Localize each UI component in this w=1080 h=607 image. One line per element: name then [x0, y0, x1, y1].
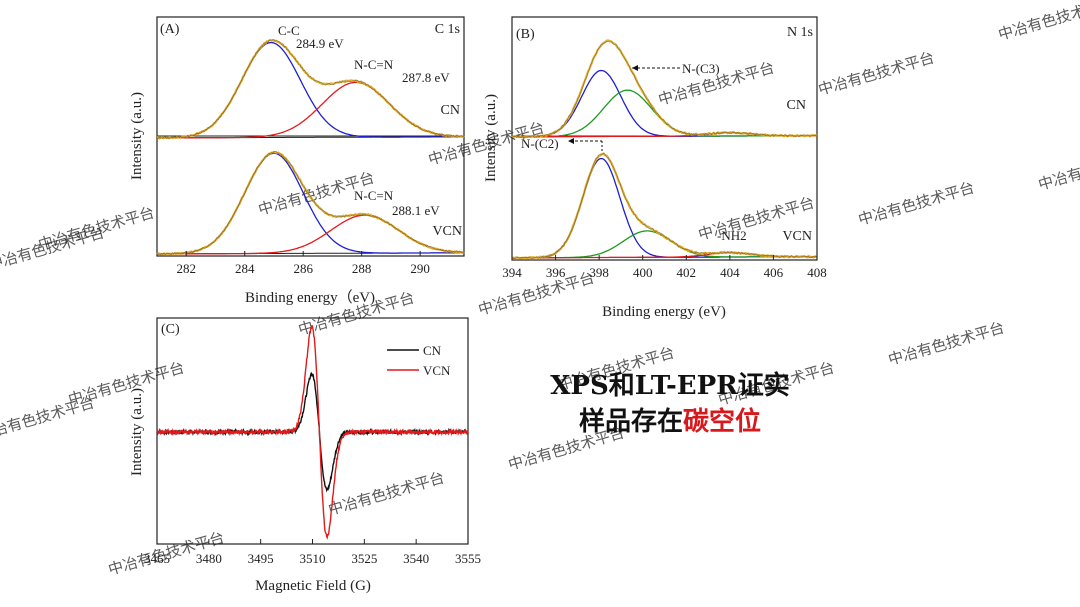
- watermark-text: 中冶有色技术平台: [816, 48, 936, 98]
- chart-b-vcn-series-label: VCN: [782, 229, 812, 244]
- chart-b-xtick-label-5: 404: [720, 265, 740, 280]
- chart-b-xtick-label-4: 402: [677, 265, 697, 280]
- chart-a-cn-peak1-energy: 284.9 eV: [296, 36, 344, 51]
- chart-a-ticks: 282 284 286 288 290: [176, 251, 430, 276]
- chart-a-xtick-label-3: 288: [352, 261, 372, 276]
- caption-highlight: 碳空位: [683, 407, 762, 437]
- chart-c-xtick-label-6: 3555: [455, 551, 481, 566]
- chart-a-cn-raw-data: [156, 39, 465, 140]
- legend-vcn-label: VCN: [423, 363, 451, 378]
- chart-b-xlabel: Binding energy (eV): [602, 304, 726, 320]
- chart-a-cn-series-label: CN: [441, 103, 460, 118]
- chart-c-xtick-label-3: 3510: [300, 551, 326, 566]
- chart-b-nc2-arrowhead: [568, 138, 574, 144]
- chart-a-cn-peak2-energy: 287.8 eV: [402, 70, 450, 85]
- chart-b-nc3-arrowhead: [632, 65, 638, 71]
- chart-c-legend: CN VCN: [387, 343, 451, 378]
- chart-a-corner-label: C 1s: [435, 22, 460, 37]
- conclusion-caption: XPS和LT-EPR证实 样品存在碳空位: [520, 368, 820, 440]
- chart-a-label: (A): [160, 22, 180, 37]
- watermark-text: 中冶有色技术平台: [0, 393, 96, 443]
- watermark-text: 中冶有色技术平台: [856, 178, 976, 228]
- chart-b-cn-raw-data: [511, 40, 818, 139]
- chart-a-c1s: (A) C 1s Binding energy（eV) Intensity (a…: [129, 16, 465, 306]
- chart-a-vcn-series-label: VCN: [432, 224, 462, 239]
- chart-c-xtick-label-4: 3525: [351, 551, 377, 566]
- chart-a-vcn-peak2-label: N-C=N: [354, 188, 394, 203]
- chart-b-vcn-raw-data: [511, 153, 818, 259]
- chart-c-ticks: 3465 3480 3495 3510 3525 3540 3555: [144, 539, 481, 566]
- chart-a-vcn-raw-data: [156, 151, 465, 256]
- chart-a-cn-envelope: [156, 38, 465, 140]
- chart-c-ylabel: Intensity (a.u.): [129, 388, 145, 476]
- chart-a-cn-peak-2-curve: [157, 81, 464, 139]
- chart-b-cn-envelope: [511, 39, 818, 139]
- chart-b-xtick-label-2: 398: [589, 265, 609, 280]
- legend-cn-label: CN: [423, 343, 442, 358]
- chart-c-xtick-label-1: 3480: [196, 551, 222, 566]
- chart-c-label: (C): [161, 322, 180, 337]
- chart-c-xtick-label-5: 3540: [403, 551, 429, 566]
- chart-b-nc3-label: N-(C3): [682, 61, 720, 76]
- chart-b-xtick-label-0: 394: [502, 265, 522, 280]
- chart-c-xtick-label-2: 3495: [248, 551, 274, 566]
- watermark-text: 中冶有色技术平台: [1036, 143, 1080, 193]
- caption-line-1: XPS和LT-EPR证实: [550, 371, 790, 401]
- chart-a-xlabel: Binding energy（eV): [245, 289, 375, 306]
- chart-b-xtick-label-3: 400: [633, 265, 653, 280]
- chart-a-xtick-label-1: 284: [235, 261, 255, 276]
- chart-b-corner-label: N 1s: [787, 25, 813, 40]
- chart-a-xtick-label-0: 282: [176, 261, 196, 276]
- chart-a-vcn-peak2-energy: 288.1 eV: [392, 203, 440, 218]
- watermark-text: 中冶有色技术平台: [476, 268, 596, 318]
- chart-a-cn-peak-1-curve: [157, 41, 464, 139]
- chart-a-xtick-label-4: 290: [410, 261, 430, 276]
- chart-b-frame: [511, 16, 818, 261]
- watermark-text: 中冶有色技术平台: [886, 318, 1006, 368]
- chart-c-xlabel: Magnetic Field (G): [255, 578, 371, 594]
- chart-b-ylabel: Intensity (a.u.): [483, 94, 499, 182]
- chart-c-vcn-series: [156, 325, 469, 540]
- chart-a-curves: [156, 38, 465, 256]
- chart-b-vcn-peak-2-curve: [512, 230, 817, 259]
- chart-b-nh2-label: -NH2: [717, 228, 747, 243]
- caption-line-2: 样品存在碳空位: [520, 404, 820, 440]
- chart-b-n1s: (B) N 1s Binding energy (eV) Intensity (…: [483, 16, 827, 320]
- chart-b-label: (B): [516, 27, 535, 42]
- chart-b-xtick-label-7: 408: [807, 265, 827, 280]
- watermark-text: 中冶有色技术平台: [326, 468, 446, 518]
- chart-c-curves: [156, 325, 469, 540]
- caption-line-2-prefix: 样品存在: [578, 407, 683, 437]
- watermark-text: 中冶有色技术平台: [996, 0, 1080, 44]
- chart-a-ylabel: Intensity (a.u.): [129, 92, 145, 180]
- chart-b-xtick-label-6: 406: [764, 265, 784, 280]
- chart-b-ticks: 394 396 398 400 402 404 406 408: [502, 255, 827, 280]
- chart-c-epr: (C) Magnetic Field (G) Intensity (a.u.) …: [129, 317, 481, 594]
- chart-c-xtick-label-0: 3465: [144, 551, 170, 566]
- chart-b-nc2-label: N-(C2): [521, 136, 559, 151]
- chart-a-cn-peak1-label: C-C: [278, 23, 300, 38]
- chart-b-curves: [511, 39, 818, 260]
- chart-a-cn-peak2-label: N-C=N: [354, 57, 394, 72]
- chart-a-xtick-label-2: 286: [293, 261, 313, 276]
- chart-b-cn-series-label: CN: [787, 98, 806, 113]
- chart-b-xtick-label-1: 396: [546, 265, 566, 280]
